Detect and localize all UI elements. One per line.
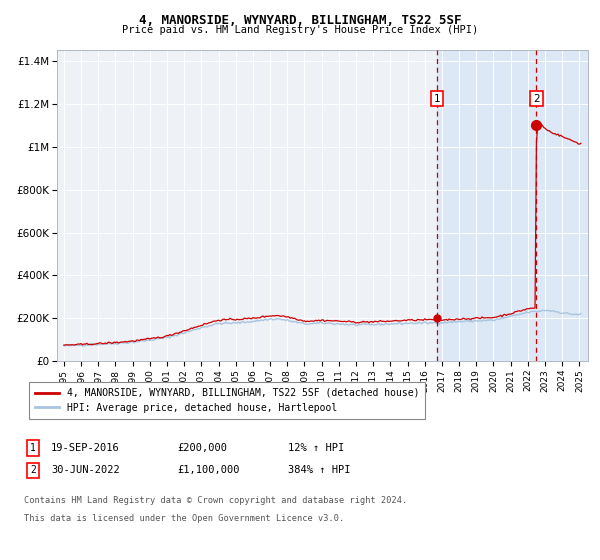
Text: 19-SEP-2016: 19-SEP-2016 — [51, 443, 120, 453]
Text: 1: 1 — [434, 94, 440, 104]
Text: This data is licensed under the Open Government Licence v3.0.: This data is licensed under the Open Gov… — [24, 514, 344, 523]
Text: 4, MANORSIDE, WYNYARD, BILLINGHAM, TS22 5SF: 4, MANORSIDE, WYNYARD, BILLINGHAM, TS22 … — [139, 14, 461, 27]
Text: 2: 2 — [30, 465, 36, 475]
Text: Price paid vs. HM Land Registry's House Price Index (HPI): Price paid vs. HM Land Registry's House … — [122, 25, 478, 35]
Text: £200,000: £200,000 — [177, 443, 227, 453]
Text: 2: 2 — [533, 94, 540, 104]
Text: 1: 1 — [30, 443, 36, 453]
Legend: 4, MANORSIDE, WYNYARD, BILLINGHAM, TS22 5SF (detached house), HPI: Average price: 4, MANORSIDE, WYNYARD, BILLINGHAM, TS22 … — [29, 382, 425, 419]
Bar — [571, 50, 588, 361]
Text: Contains HM Land Registry data © Crown copyright and database right 2024.: Contains HM Land Registry data © Crown c… — [24, 496, 407, 505]
Bar — [437, 50, 588, 361]
Text: 30-JUN-2022: 30-JUN-2022 — [51, 465, 120, 475]
Text: 12% ↑ HPI: 12% ↑ HPI — [288, 443, 344, 453]
Text: £1,100,000: £1,100,000 — [177, 465, 239, 475]
Text: 384% ↑ HPI: 384% ↑ HPI — [288, 465, 350, 475]
